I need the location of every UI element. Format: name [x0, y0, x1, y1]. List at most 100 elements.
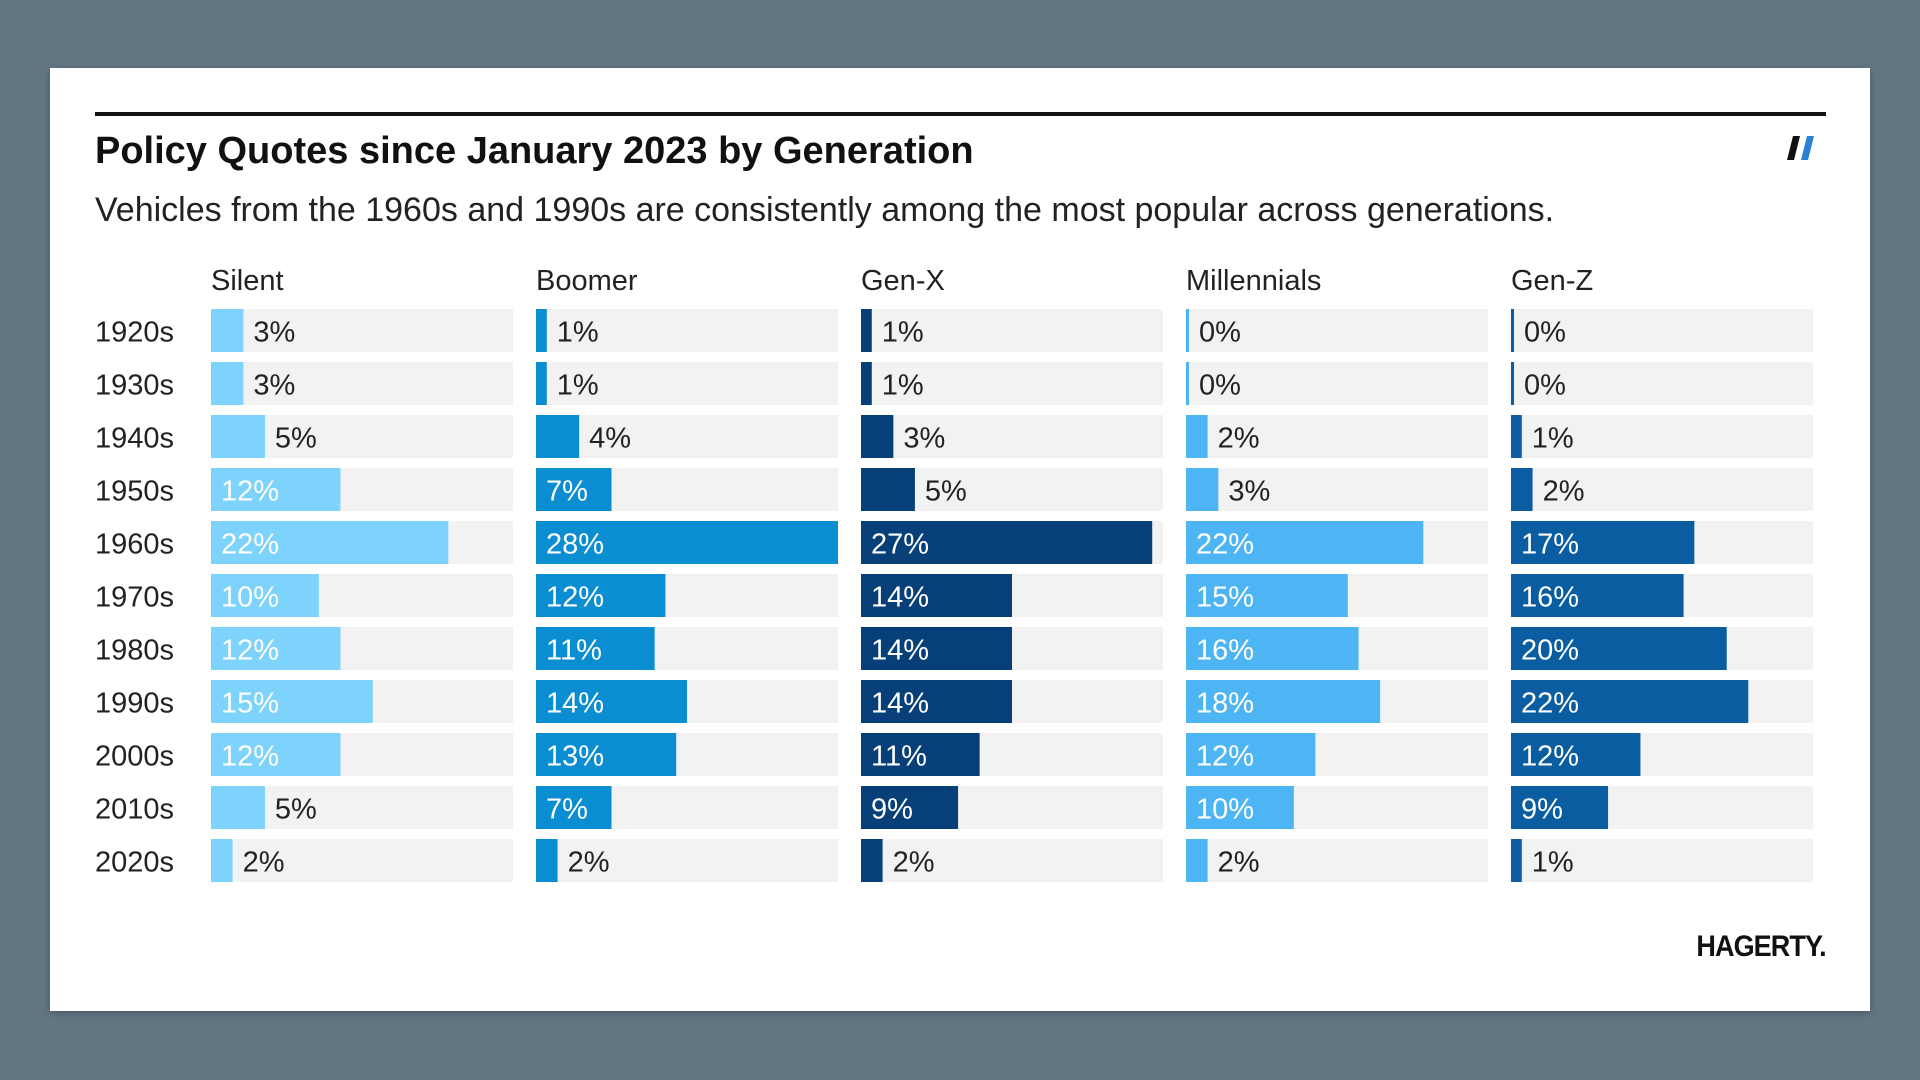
value-label-boomer-1980s: 11%: [546, 635, 602, 667]
value-label-gen-z-2000s: 12%: [1521, 741, 1579, 773]
value-label-gen-x-1980s: 14%: [871, 635, 929, 667]
bar-boomer-1950s: [536, 468, 612, 511]
value-label-gen-z-1970s: 16%: [1521, 582, 1579, 614]
value-label-silent-2010s: 5%: [275, 794, 317, 826]
value-label-silent-1960s: 22%: [221, 529, 279, 561]
bar-boomer-1970s: [536, 574, 666, 617]
value-label-millennials-2020s: 2%: [1218, 847, 1260, 879]
value-label-gen-x-1950s: 5%: [925, 476, 967, 508]
bar-silent-1950s: [211, 468, 341, 511]
value-label-millennials-1990s: 18%: [1196, 688, 1254, 720]
value-label-gen-x-2020s: 2%: [893, 847, 935, 879]
value-label-millennials-1960s: 22%: [1196, 529, 1254, 561]
value-label-gen-x-1970s: 14%: [871, 582, 929, 614]
bar-boomer-2020s: [536, 839, 558, 882]
bar-boomer-1940s: [536, 415, 580, 458]
bar-gen-z-1930s: [1511, 362, 1514, 405]
bar-track-gen-z-2020s: [1511, 839, 1813, 882]
top-rule: [95, 112, 1826, 116]
bar-gen-z-2010s: [1511, 786, 1609, 829]
bar-track-boomer-1940s: [536, 415, 838, 458]
bar-track-millennials-1940s: [1186, 415, 1488, 458]
value-label-boomer-2010s: 7%: [546, 794, 588, 826]
bar-silent-1990s: [211, 680, 373, 723]
row-label-2000s: 2000s: [95, 741, 174, 773]
value-label-gen-x-1990s: 14%: [871, 688, 929, 720]
value-label-gen-x-1940s: 3%: [903, 423, 945, 455]
bar-boomer-1930s: [536, 362, 547, 405]
bar-track-gen-z-1930s: [1511, 362, 1813, 405]
bar-millennials-1920s: [1186, 309, 1189, 352]
value-label-gen-x-1960s: 27%: [871, 529, 929, 561]
bar-millennials-1960s: [1186, 521, 1424, 564]
bar-track-gen-x-1940s: [861, 415, 1163, 458]
bar-boomer-1960s: [536, 521, 838, 564]
value-label-gen-z-1950s: 2%: [1543, 476, 1585, 508]
value-label-boomer-1960s: 28%: [546, 529, 604, 561]
value-label-silent-1920s: 3%: [253, 317, 295, 349]
value-label-boomer-2000s: 13%: [546, 741, 604, 773]
value-label-gen-z-1990s: 22%: [1521, 688, 1579, 720]
bar-silent-1970s: [211, 574, 319, 617]
value-label-silent-1930s: 3%: [253, 370, 295, 402]
bar-gen-x-2000s: [861, 733, 980, 776]
value-label-gen-x-1930s: 1%: [882, 370, 924, 402]
value-label-millennials-1940s: 2%: [1218, 423, 1260, 455]
value-label-gen-z-2020s: 1%: [1532, 847, 1574, 879]
value-label-millennials-1950s: 3%: [1228, 476, 1270, 508]
value-label-silent-2000s: 12%: [221, 741, 279, 773]
bar-silent-1930s: [211, 362, 244, 405]
bar-silent-1940s: [211, 415, 265, 458]
value-label-boomer-1920s: 1%: [557, 317, 599, 349]
bar-gen-x-1920s: [861, 309, 872, 352]
value-label-millennials-2010s: 10%: [1196, 794, 1254, 826]
bar-millennials-1970s: [1186, 574, 1348, 617]
bar-gen-x-1950s: [861, 468, 915, 511]
bar-track-millennials-2020s: [1186, 839, 1488, 882]
bar-track-silent-1920s: [211, 309, 513, 352]
bar-gen-z-1980s: [1511, 627, 1727, 670]
bar-track-millennials-1950s: [1186, 468, 1488, 511]
value-label-gen-x-1920s: 1%: [882, 317, 924, 349]
value-label-silent-1970s: 10%: [221, 582, 279, 614]
value-label-boomer-1990s: 14%: [546, 688, 604, 720]
bar-track-boomer-2020s: [536, 839, 838, 882]
value-label-boomer-2020s: 2%: [568, 847, 610, 879]
bar-millennials-1950s: [1186, 468, 1219, 511]
value-label-silent-2020s: 2%: [243, 847, 285, 879]
bar-gen-x-1990s: [861, 680, 1012, 723]
series-header-millennials: Millennials: [1186, 265, 1321, 297]
value-label-boomer-1940s: 4%: [589, 423, 631, 455]
bar-gen-x-1930s: [861, 362, 872, 405]
row-label-1920s: 1920s: [95, 317, 174, 349]
bar-track-gen-x-1920s: [861, 309, 1163, 352]
bar-track-silent-1930s: [211, 362, 513, 405]
row-label-1990s: 1990s: [95, 688, 174, 720]
value-label-millennials-1970s: 15%: [1196, 582, 1254, 614]
bar-track-millennials-1930s: [1186, 362, 1488, 405]
value-label-millennials-1920s: 0%: [1199, 317, 1241, 349]
row-label-1930s: 1930s: [95, 370, 174, 402]
row-label-1950s: 1950s: [95, 476, 174, 508]
row-label-1960s: 1960s: [95, 529, 174, 561]
bar-millennials-1940s: [1186, 415, 1208, 458]
row-label-2010s: 2010s: [95, 794, 174, 826]
bar-gen-z-1960s: [1511, 521, 1695, 564]
bar-boomer-1980s: [536, 627, 655, 670]
value-label-boomer-1970s: 12%: [546, 582, 604, 614]
bar-millennials-2020s: [1186, 839, 1208, 882]
bar-silent-1920s: [211, 309, 244, 352]
value-label-millennials-2000s: 12%: [1196, 741, 1254, 773]
bar-track-boomer-1920s: [536, 309, 838, 352]
bar-gen-z-1970s: [1511, 574, 1684, 617]
bar-track-gen-z-1950s: [1511, 468, 1813, 511]
value-label-gen-x-2010s: 9%: [871, 794, 913, 826]
bar-chart: 1920s 1930s 1940s 1950s 1960s 1970s 1980s 1990s…: [95, 265, 1813, 882]
bar-millennials-2010s: [1186, 786, 1294, 829]
bar-track-millennials-1920s: [1186, 309, 1488, 352]
value-label-gen-x-2000s: 11%: [871, 741, 927, 773]
series-header-silent: Silent: [211, 265, 284, 297]
value-label-gen-z-1920s: 0%: [1524, 317, 1566, 349]
row-label-1980s: 1980s: [95, 635, 174, 667]
bar-gen-z-2000s: [1511, 733, 1641, 776]
